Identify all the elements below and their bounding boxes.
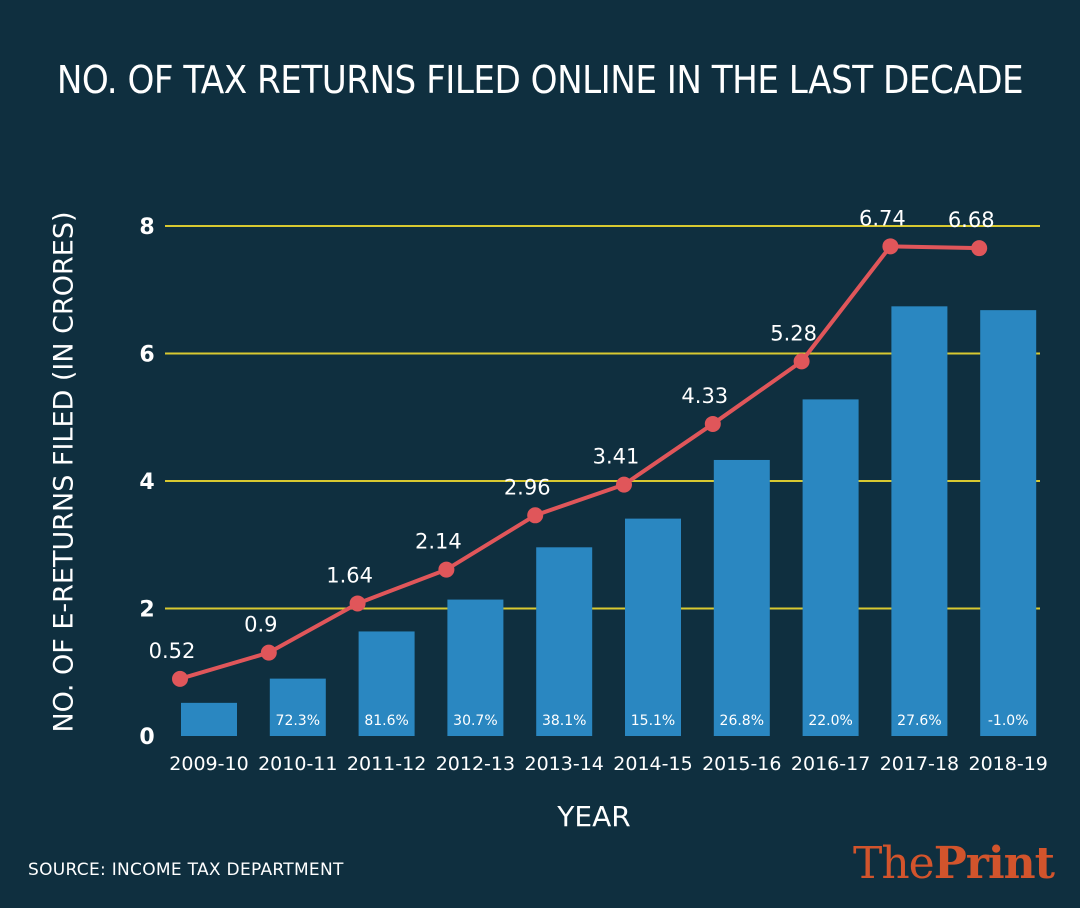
growth-label: 27.6% [897,713,941,729]
x-axis-label: YEAR [557,800,631,833]
y-tick-label: 2 [139,598,154,623]
x-tick-label: 2010-11 [258,753,337,775]
value-label: 1.64 [326,563,373,587]
bar [891,306,948,736]
line-series [172,238,988,687]
value-labels: 0.52 0.9 1.64 2.14 2.96 3.41 4.33 5.28 6.74 6.68 [149,206,995,663]
line-point [793,353,810,370]
bar [536,547,593,736]
line-point [438,561,455,578]
line-point [704,415,721,432]
growth-labels: 72.3% 81.6% 30.7% 38.1% 15.1% 26.8% 22.0% 27.6%… [276,713,1029,729]
x-tick-label: 2014-15 [613,753,692,775]
bar [980,310,1037,736]
growth-label: 15.1% [631,713,675,729]
y-axis-ticks: 0 2 4 6 8 [139,215,154,750]
line-point [172,670,188,687]
x-tick-label: 2015-16 [702,753,781,775]
growth-label: 81.6% [364,713,408,729]
value-label: 2.14 [415,530,462,554]
value-label: 3.41 [593,445,640,469]
bar-series [181,306,1037,736]
line-point [971,240,988,257]
value-label: 0.9 [244,613,277,637]
value-label: 5.28 [770,321,817,345]
bar [181,702,237,736]
value-label: 0.52 [149,639,196,663]
value-label: 2.96 [504,475,551,499]
x-tick-label: 2018-19 [969,753,1048,775]
series-line [179,244,980,681]
line-point [527,507,544,524]
source-note: SOURCE: INCOME TAX DEPARTMENT [28,860,344,880]
line-point [616,476,632,493]
growth-label: 38.1% [542,713,586,729]
y-tick-label: 8 [139,215,154,240]
growth-label: 72.3% [276,713,320,729]
x-tick-label: 2009-10 [169,753,248,775]
logo-the: The [852,838,935,889]
x-tick-label: 2011-12 [347,753,426,775]
line-point [349,595,366,612]
logo-print: Print [933,838,1055,889]
y-tick-label: 6 [139,343,154,368]
growth-label: 26.8% [720,713,764,729]
x-tick-label: 2017-18 [880,753,959,775]
growth-label: 22.0% [808,713,852,729]
line-point [882,238,899,255]
brand-logo[interactable]: ThePrint [852,838,1055,889]
growth-label: -1.0% [988,713,1029,729]
bar [802,399,859,736]
bar [358,631,415,736]
y-tick-label: 0 [139,725,154,750]
bar [625,518,681,736]
value-label: 4.33 [681,384,728,408]
x-tick-label: 2013-14 [525,753,604,775]
growth-label: 30.7% [453,713,497,729]
x-tick-label: 2012-13 [436,753,515,775]
x-tick-label: 2016-17 [791,753,870,775]
bar [269,678,326,736]
bar [713,459,770,736]
line-point [260,644,277,661]
value-label: 6.74 [859,206,906,230]
bar [447,599,504,736]
value-label: 6.68 [948,208,995,232]
y-tick-label: 4 [139,470,154,495]
chart-title: NO. OF TAX RETURNS FILED ONLINE IN THE L… [56,58,1024,102]
x-axis-ticks: 2009-10 2010-11 2011-12 2012-13 2013-14 2014-… [169,753,1048,775]
